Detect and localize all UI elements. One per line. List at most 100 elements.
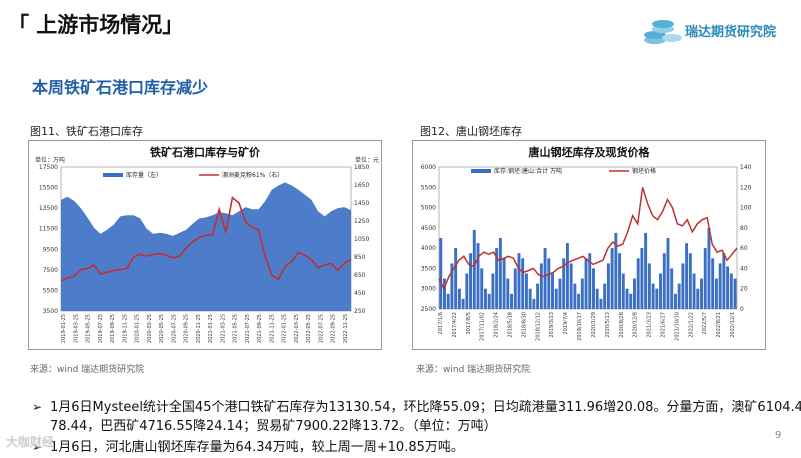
x-tick: 2021/3/23 [647,312,653,338]
x-tick: 2019/3/23 [549,312,555,338]
y-tick-left: 13500 [39,205,58,212]
inventory-bar [703,248,707,309]
inventory-bar [469,253,473,309]
x-tick: 2019-07-25 [98,314,104,343]
bullet-2-line-1: 1月6日，河北唐山钢坯库存量为64.34万吨，较上周一周+10.85万吨。 [50,440,464,455]
y-tick-left: 5500 [421,184,436,191]
inventory-bar [472,229,476,309]
figure-11-source: 来源：wind 瑞达期货研究院 [30,365,145,375]
inventory-bar [547,258,551,309]
x-tick: 2021/10/10 [674,312,680,341]
inventory-bar [707,227,711,309]
left-unit-label: 单位：万吨 [35,156,65,164]
x-tick: 2021/6/27 [660,312,666,338]
chart-title: 唐山钢坯库存及现货价格 [529,145,651,159]
inventory-bar [443,278,446,309]
inventory-bar [521,258,525,309]
inventory-bar [726,266,730,309]
inventory-bar [569,263,573,309]
inventory-bar [554,288,558,309]
x-tick: 2018/5/18 [508,312,514,338]
inventory-bar [647,263,651,309]
x-tick: 2018/8/30 [521,312,527,338]
y-tick-right: 650 [354,272,366,279]
inventory-bar [495,248,499,309]
y-tick-right: 140 [740,164,752,171]
inventory-bar [580,278,584,309]
inventory-bar [670,268,674,309]
inventory-bar [439,238,443,309]
y-tick-left: 15500 [39,185,58,192]
y-tick-right: 1050 [354,236,369,243]
inventory-bar [532,298,536,309]
y-tick-right: 1450 [354,200,369,207]
x-tick: 2022/5/7 [702,312,708,334]
x-tick: 2020-07-25 [171,314,177,343]
inventory-bar [606,263,610,309]
x-tick: 2019/7/4 [563,312,569,334]
x-tick: 2020/1/29 [591,312,597,338]
inventory-bar [629,293,633,309]
inventory-bar [718,263,722,309]
y-tick-left: 5000 [421,205,436,212]
inventory-bar [450,263,454,309]
watermark: 大咖财经 [6,435,55,449]
y-tick-right: 100 [740,205,752,212]
legend-label-inventory: 库存:钢坯:唐山:合计 万吨 [494,167,562,175]
inventory-bar [599,298,603,309]
inventory-bar [681,263,685,309]
inventory-bar [454,248,458,309]
inventory-bar [480,268,484,309]
x-tick: 2021-01-25 [208,314,214,343]
inventory-bar [502,258,506,309]
y-tick-right: 80 [740,225,748,232]
legend-label-price: 澳洲麦克粉61%（右） [222,171,283,179]
inventory-bar [688,253,692,309]
x-tick: 2022/1/22 [688,312,694,338]
x-tick: 2019-05-25 [86,314,92,343]
x-tick: 2021-03-25 [220,314,226,343]
y-tick-right: 20 [740,286,748,293]
inventory-bar [655,288,659,309]
y-tick-left: 4000 [421,245,436,252]
page-number: 9 [775,430,782,441]
inventory-bar [584,258,588,309]
x-tick: 2017/4/22 [452,312,458,338]
right-unit-label: 单位：元 [355,156,379,164]
y-tick-left: 4500 [421,225,436,232]
inventory-bar [603,283,607,309]
y-tick-right: 60 [740,245,748,252]
x-tick: 2020-03-25 [147,314,153,343]
x-tick: 2018/2/24 [494,312,500,338]
inventory-bar [506,278,510,309]
inventory-bar [666,238,670,309]
arrow-bullet-icon: ➢ [32,400,43,414]
x-tick: 2019-09-25 [110,314,116,343]
iron-ore-chart-frame: 铁矿石港口库存与矿价 单位：万吨 单位：元 17500 15500 13500 11500 9… [28,140,382,350]
inventory-bar [565,243,569,309]
y-tick-left: 5500 [43,287,58,294]
billet-chart: 唐山钢坯库存及现货价格 6000 5500 5000 4500 4000 3500 3000 2… [421,145,752,341]
x-tick: 2022-11-25 [343,314,349,343]
inventory-bar [551,273,554,309]
x-tick: 2019-01-25 [61,314,67,343]
x-tick: 2020-01-25 [135,314,141,343]
x-tick: 2019-03-25 [73,314,79,343]
billet-chart-frame: 唐山钢坯库存及现货价格 6000 5500 5000 4500 4000 3500 3000 2… [412,140,766,350]
inventory-bar [465,273,469,309]
x-tick: 2019-11-25 [122,314,128,343]
y-tick-right: 850 [354,254,366,261]
inventory-bar [487,293,491,309]
figure-12-source: 来源：wind 瑞达期货研究院 [416,365,531,375]
y-tick-left: 9500 [43,246,58,253]
headline: 本周铁矿石港口库存减少 [32,78,209,97]
inventory-bar [562,258,566,309]
bullet-1-line-2: 78.44，巴西矿4716.55降24.14；贸易矿7900.22降13.72。… [50,419,497,434]
inventory-bar [610,248,614,309]
inventory-bar [543,248,547,309]
y-tick-right: 1850 [354,164,369,171]
inventory-bar [621,273,625,309]
y-tick-right: 40 [740,265,748,272]
inventory-bar [461,298,465,309]
